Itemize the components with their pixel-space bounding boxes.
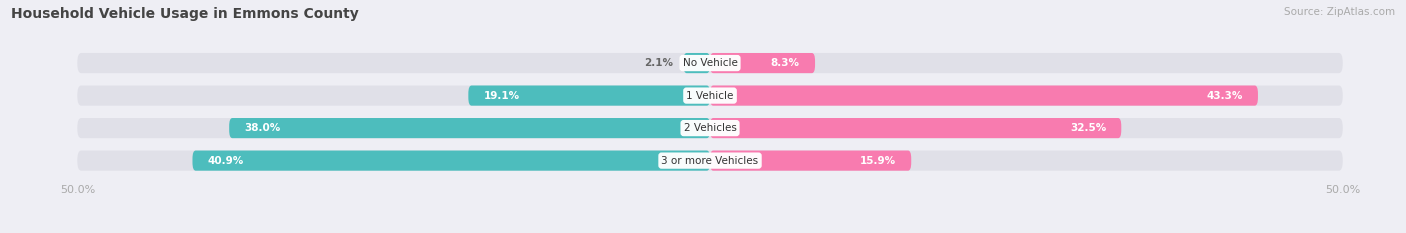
FancyBboxPatch shape: [229, 118, 710, 138]
FancyBboxPatch shape: [77, 53, 1343, 73]
Text: Household Vehicle Usage in Emmons County: Household Vehicle Usage in Emmons County: [11, 7, 359, 21]
Text: 1 Vehicle: 1 Vehicle: [686, 91, 734, 101]
Text: 32.5%: 32.5%: [1070, 123, 1107, 133]
Text: Source: ZipAtlas.com: Source: ZipAtlas.com: [1284, 7, 1395, 17]
FancyBboxPatch shape: [193, 151, 710, 171]
FancyBboxPatch shape: [710, 151, 911, 171]
Text: 15.9%: 15.9%: [860, 156, 896, 166]
FancyBboxPatch shape: [710, 118, 1122, 138]
Text: 40.9%: 40.9%: [208, 156, 243, 166]
FancyBboxPatch shape: [710, 53, 815, 73]
Text: No Vehicle: No Vehicle: [682, 58, 738, 68]
Text: 38.0%: 38.0%: [245, 123, 281, 133]
FancyBboxPatch shape: [710, 86, 1258, 106]
FancyBboxPatch shape: [468, 86, 710, 106]
Text: 3 or more Vehicles: 3 or more Vehicles: [661, 156, 759, 166]
FancyBboxPatch shape: [683, 53, 710, 73]
FancyBboxPatch shape: [77, 86, 1343, 106]
Text: 43.3%: 43.3%: [1206, 91, 1243, 101]
Text: 2.1%: 2.1%: [644, 58, 673, 68]
Text: 19.1%: 19.1%: [484, 91, 520, 101]
FancyBboxPatch shape: [77, 118, 1343, 138]
Text: 2 Vehicles: 2 Vehicles: [683, 123, 737, 133]
Text: 8.3%: 8.3%: [770, 58, 800, 68]
FancyBboxPatch shape: [77, 151, 1343, 171]
